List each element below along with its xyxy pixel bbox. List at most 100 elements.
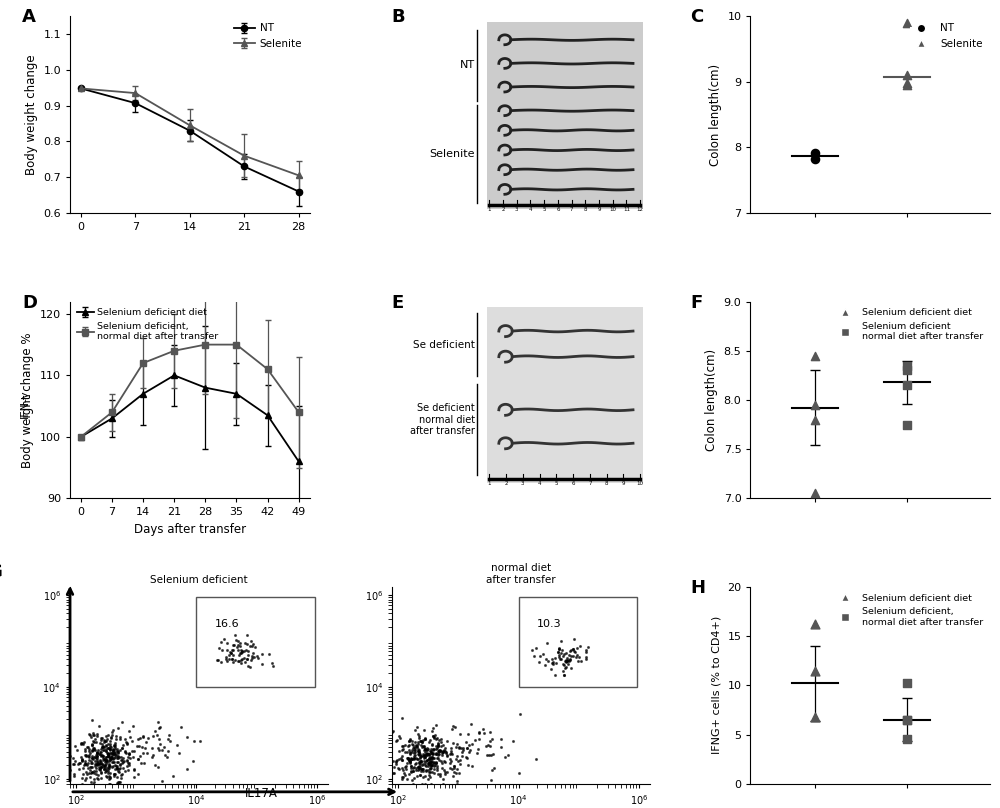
Point: [434, 757, 450, 770]
Point: [99, 747, 115, 760]
Point: [234, 646, 250, 659]
Point: [431, 745, 447, 758]
Point: [411, 748, 427, 761]
Point: [106, 739, 122, 751]
Point: [115, 755, 131, 768]
Point: [402, 733, 418, 746]
Point: [91, 760, 107, 773]
Point: [511, 766, 527, 779]
Point: [437, 766, 453, 779]
Point: [98, 755, 114, 768]
Point: [132, 732, 148, 745]
Text: 6: 6: [571, 481, 575, 486]
Point: [93, 767, 109, 780]
Point: [87, 751, 103, 764]
Text: 5: 5: [555, 481, 558, 486]
Point: [391, 762, 407, 775]
Point: [565, 642, 581, 655]
Point: [100, 760, 116, 773]
Point: [246, 650, 262, 663]
Point: [424, 738, 440, 751]
Point: [417, 746, 433, 759]
Point: [74, 754, 90, 767]
Point: [239, 653, 255, 666]
Point: [425, 743, 441, 755]
Point: [388, 734, 404, 747]
Text: F: F: [691, 293, 703, 312]
Point: [418, 743, 434, 756]
Point: [560, 658, 576, 671]
Point: [446, 760, 462, 772]
Point: [528, 642, 544, 654]
Point: [414, 735, 430, 748]
Point: [84, 739, 100, 751]
Point: [389, 734, 405, 747]
Point: [92, 754, 108, 767]
Point: [84, 745, 100, 758]
Point: [424, 759, 440, 772]
Point: [237, 636, 253, 649]
Point: [462, 743, 478, 756]
Point: [219, 643, 235, 656]
Point: [394, 772, 410, 785]
Point: [404, 743, 420, 756]
Point: [111, 751, 127, 764]
Point: [482, 734, 498, 747]
Point: [461, 746, 477, 759]
Point: [73, 736, 89, 749]
Point: [77, 748, 93, 761]
Point: [83, 760, 99, 773]
Text: 7: 7: [570, 207, 573, 212]
Point: [450, 755, 466, 768]
Point: [92, 756, 108, 769]
Point: [94, 731, 110, 744]
Point: [100, 747, 116, 760]
Text: IL17A: IL17A: [245, 787, 278, 800]
Point: [151, 743, 167, 756]
Point: [225, 644, 241, 657]
Point: [121, 758, 137, 771]
Point: [421, 736, 437, 749]
Point: [459, 742, 475, 755]
Bar: [196, 597, 315, 687]
Point: [245, 647, 261, 660]
Point: [402, 747, 418, 760]
Point: [417, 769, 433, 782]
Point: [807, 618, 823, 631]
Point: [558, 661, 574, 674]
Point: [417, 756, 433, 769]
Point: [417, 733, 433, 746]
Point: [486, 762, 502, 775]
Point: [106, 751, 122, 764]
Point: [415, 771, 431, 784]
Point: [395, 770, 411, 783]
Point: [108, 747, 124, 760]
Point: [424, 747, 440, 760]
Point: [403, 760, 419, 772]
Point: [395, 764, 411, 776]
Point: [412, 751, 428, 764]
Point: [397, 768, 413, 781]
Point: [401, 734, 417, 747]
Point: [223, 646, 239, 659]
Point: [83, 755, 99, 768]
Point: [102, 738, 118, 751]
Point: [410, 760, 426, 773]
Point: [547, 651, 563, 664]
Point: [86, 776, 102, 789]
Point: [425, 721, 441, 734]
Point: [399, 745, 415, 758]
Point: [416, 740, 432, 753]
Point: [393, 751, 409, 764]
Point: [211, 642, 227, 654]
Point: [442, 761, 458, 774]
Point: [114, 715, 130, 728]
Point: [467, 734, 483, 747]
Point: [244, 652, 260, 665]
Point: [104, 756, 120, 769]
Point: [425, 747, 441, 760]
Point: [135, 730, 151, 743]
Point: [428, 732, 444, 745]
Point: [405, 765, 421, 778]
Point: [93, 734, 109, 747]
